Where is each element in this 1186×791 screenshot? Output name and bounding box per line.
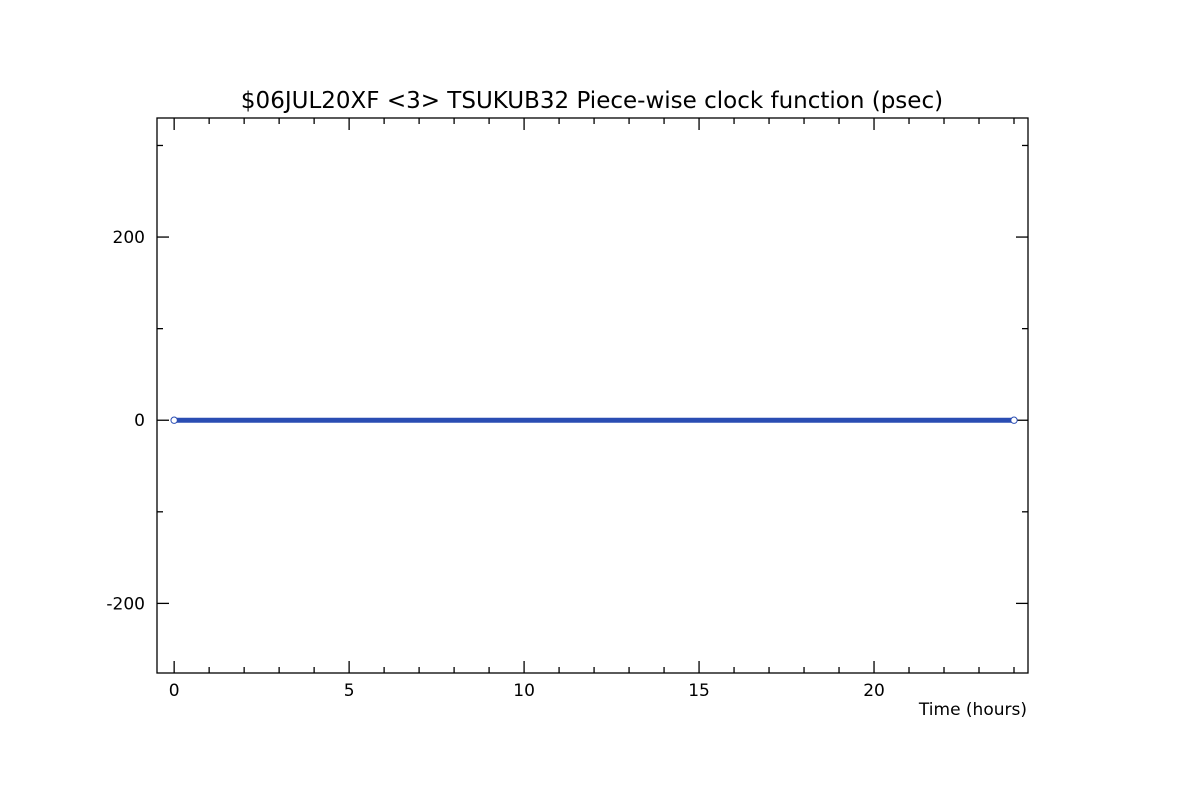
x-tick-label: 15 <box>688 681 710 701</box>
point-marker <box>170 416 178 424</box>
plot-frame <box>156 117 1029 674</box>
y-tick-label: 200 <box>113 228 145 248</box>
x-tick-label: 10 <box>513 681 535 701</box>
chart-title: $06JUL20XF <3> TSUKUB32 Piece-wise clock… <box>241 88 943 114</box>
y-tick-label: 0 <box>134 411 145 431</box>
x-axis-label: Time (hours) <box>918 700 1027 720</box>
point-marker <box>1010 416 1018 424</box>
x-tick-label: 0 <box>169 681 180 701</box>
x-tick-label: 20 <box>863 681 885 701</box>
y-tick-label: -200 <box>106 594 145 614</box>
x-tick-label: 5 <box>344 681 355 701</box>
